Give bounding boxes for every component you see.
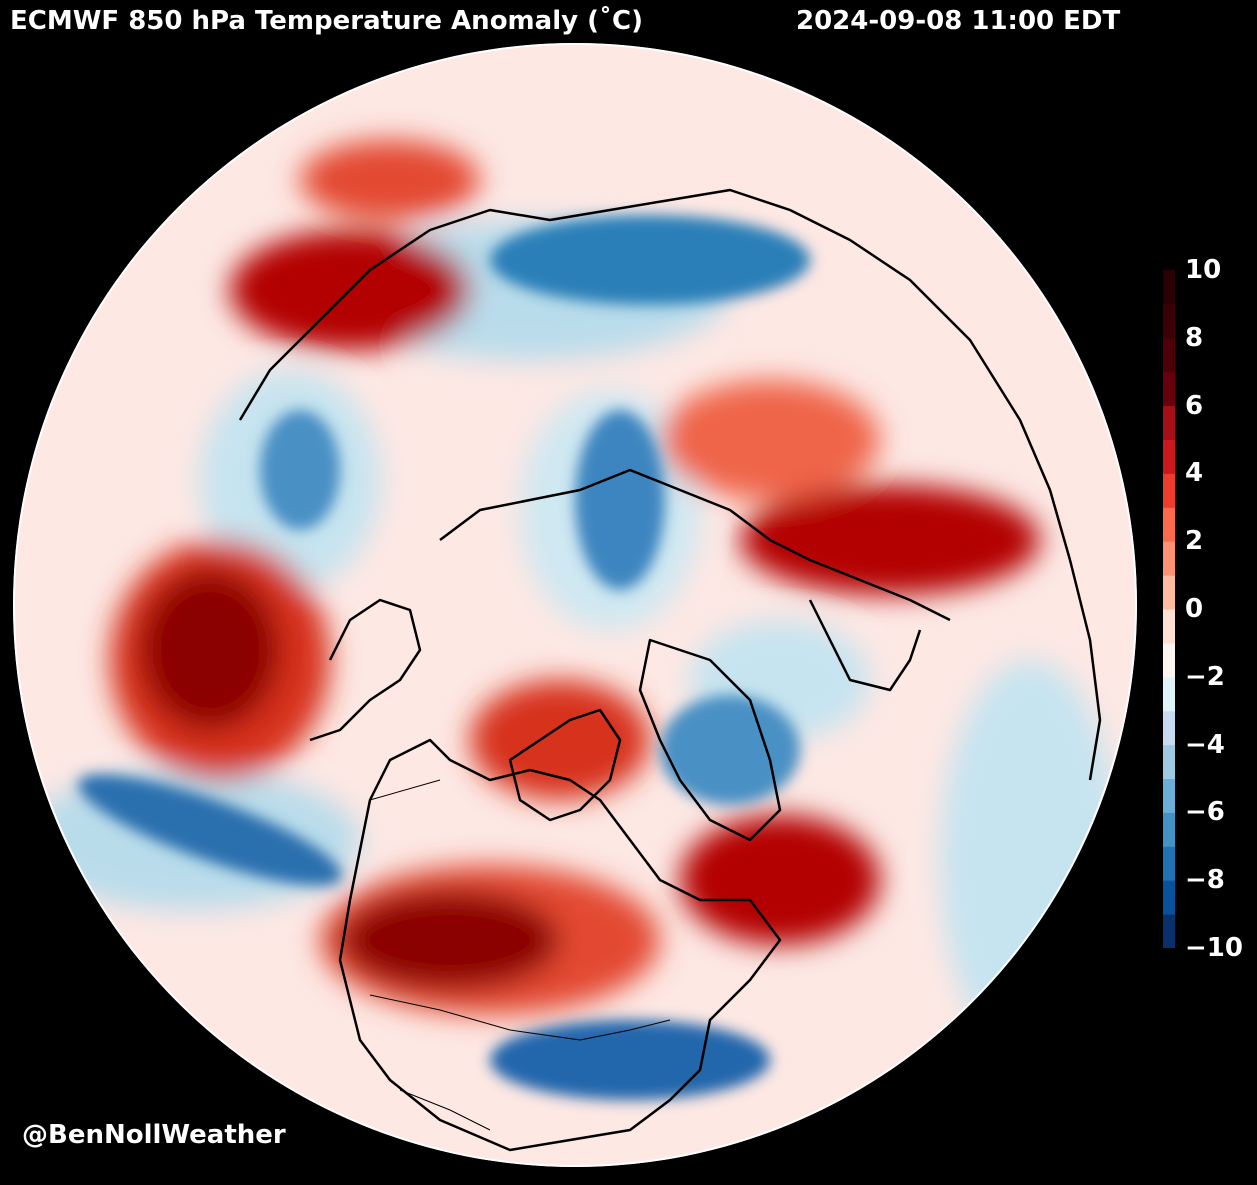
border-alaska-canada bbox=[369, 779, 441, 801]
colorbar-segment bbox=[1163, 609, 1175, 644]
colorbar-tick-label: −8 bbox=[1185, 865, 1225, 896]
border-canada-us bbox=[369, 994, 671, 1041]
colorbar-tick-label: 2 bbox=[1185, 526, 1204, 557]
colorbar-segment bbox=[1163, 541, 1175, 576]
coastlines bbox=[238, 188, 1102, 1152]
colorbar bbox=[1163, 270, 1175, 948]
cold-anomaly-atlantic bbox=[940, 660, 1120, 1060]
cold-anomaly-west-siberia bbox=[260, 410, 340, 530]
political-borders bbox=[369, 779, 671, 1131]
cold-cores bbox=[78, 215, 810, 1100]
cold-anomaly-north-pacific-band bbox=[78, 774, 342, 886]
colorbar-segment bbox=[1163, 880, 1175, 915]
colorbar-tick-label: 4 bbox=[1185, 458, 1204, 489]
valid-time: 2024-09-08 11:00 EDT bbox=[796, 6, 1121, 36]
colorbar-tick-label: −2 bbox=[1185, 661, 1225, 692]
coastline-north-america bbox=[338, 738, 782, 1152]
warm-anomaly-central-asia bbox=[740, 485, 1040, 595]
colorbar-tick-label: 10 bbox=[1185, 255, 1222, 285]
coastline-arctic-russia bbox=[439, 468, 951, 622]
warm-anomaly-eastern-europe bbox=[660, 380, 880, 500]
colorbar-tick-label: −10 bbox=[1185, 933, 1243, 963]
colorbar-segment bbox=[1163, 303, 1175, 339]
coastline-canadian-archipelago bbox=[508, 708, 622, 822]
colorbar-segment bbox=[1163, 846, 1175, 881]
warm-anomaly-western-canada-core bbox=[340, 890, 560, 990]
colorbar-segment bbox=[1163, 812, 1175, 847]
hemisphere-map bbox=[13, 43, 1137, 1167]
border-us-mexico bbox=[399, 1089, 491, 1131]
colorbar-segment bbox=[1163, 439, 1175, 474]
warm-anomaly-arctic bbox=[470, 680, 650, 800]
colorbar-segment bbox=[1163, 405, 1175, 440]
colorbar-segment bbox=[1163, 371, 1175, 407]
colorbar-tick-label: −6 bbox=[1185, 797, 1225, 828]
colorbar-segment bbox=[1163, 744, 1175, 779]
colorbar-segment bbox=[1163, 575, 1175, 610]
colorbar-tick-label: 0 bbox=[1185, 594, 1204, 624]
cold-anomaly-kara-sea bbox=[575, 410, 665, 590]
colorbar-segment bbox=[1163, 473, 1175, 508]
colorbar-segment bbox=[1163, 507, 1175, 542]
colorbar-segment bbox=[1163, 270, 1175, 305]
colorbar-segment bbox=[1163, 676, 1175, 712]
cold-anomaly-greenland bbox=[660, 695, 800, 805]
warm-anomaly-north-pacific-core bbox=[140, 570, 280, 730]
colorbar-segment bbox=[1163, 778, 1175, 813]
colorbar-segment bbox=[1163, 337, 1175, 373]
colorbar-segment bbox=[1163, 710, 1175, 746]
cold-anomaly-siberia bbox=[490, 215, 810, 305]
author-credit: @BenNollWeather bbox=[22, 1120, 286, 1150]
coastline-alaska bbox=[309, 598, 422, 742]
coastline-scandinavia bbox=[808, 599, 922, 692]
warm-anomaly-siberia-north bbox=[300, 140, 480, 220]
coastline-eurasia bbox=[238, 188, 1102, 781]
colorbar-segment bbox=[1163, 914, 1175, 948]
colorbar-tick-label: 6 bbox=[1185, 390, 1204, 421]
warm-anomaly-greenland-sea bbox=[680, 815, 880, 945]
globe-outline bbox=[13, 43, 1137, 1167]
coastline-greenland bbox=[638, 638, 782, 842]
cold-anomaly-eastern-us bbox=[490, 1020, 770, 1100]
map-title: ECMWF 850 hPa Temperature Anomaly (˚C) bbox=[10, 6, 643, 36]
colorbar-segment bbox=[1163, 642, 1175, 678]
anomaly-field bbox=[20, 140, 1120, 1060]
colorbar-tick-label: −4 bbox=[1185, 729, 1225, 760]
colorbar-tick-label: 8 bbox=[1185, 322, 1204, 353]
